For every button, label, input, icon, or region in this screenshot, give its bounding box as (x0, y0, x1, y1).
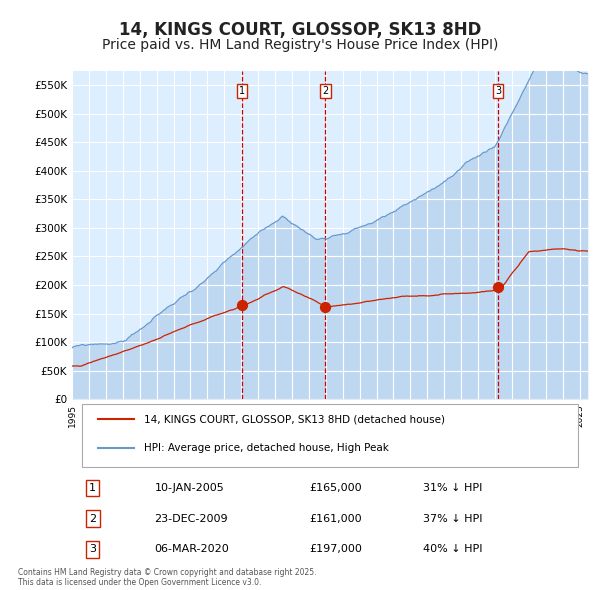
Text: 10-JAN-2005: 10-JAN-2005 (155, 483, 224, 493)
Text: Price paid vs. HM Land Registry's House Price Index (HPI): Price paid vs. HM Land Registry's House … (102, 38, 498, 53)
Point (320, 303, 330, 312)
Text: 14, KINGS COURT, GLOSSOP, SK13 8HD: 14, KINGS COURT, GLOSSOP, SK13 8HD (119, 21, 481, 39)
Text: £197,000: £197,000 (310, 544, 362, 554)
Text: 3: 3 (495, 86, 501, 96)
Text: 14, KINGS COURT, GLOSSOP, SK13 8HD (detached house): 14, KINGS COURT, GLOSSOP, SK13 8HD (deta… (144, 414, 445, 424)
Text: 2: 2 (322, 86, 329, 96)
Point (493, 282, 503, 291)
Text: 23-DEC-2009: 23-DEC-2009 (155, 514, 228, 524)
Text: £165,000: £165,000 (310, 483, 362, 493)
Text: 1: 1 (239, 86, 245, 96)
Text: HPI: Average price, detached house, High Peak: HPI: Average price, detached house, High… (144, 443, 389, 453)
Text: 2: 2 (89, 514, 96, 524)
Text: £161,000: £161,000 (310, 514, 362, 524)
Text: 40% ↓ HPI: 40% ↓ HPI (423, 544, 482, 554)
Text: 1: 1 (89, 483, 96, 493)
FancyBboxPatch shape (82, 404, 578, 467)
Text: 31% ↓ HPI: 31% ↓ HPI (423, 483, 482, 493)
Text: Contains HM Land Registry data © Crown copyright and database right 2025.
This d: Contains HM Land Registry data © Crown c… (18, 568, 317, 587)
Point (237, 300, 247, 310)
Text: 3: 3 (89, 544, 96, 554)
Text: 37% ↓ HPI: 37% ↓ HPI (423, 514, 482, 524)
Text: 06-MAR-2020: 06-MAR-2020 (155, 544, 229, 554)
